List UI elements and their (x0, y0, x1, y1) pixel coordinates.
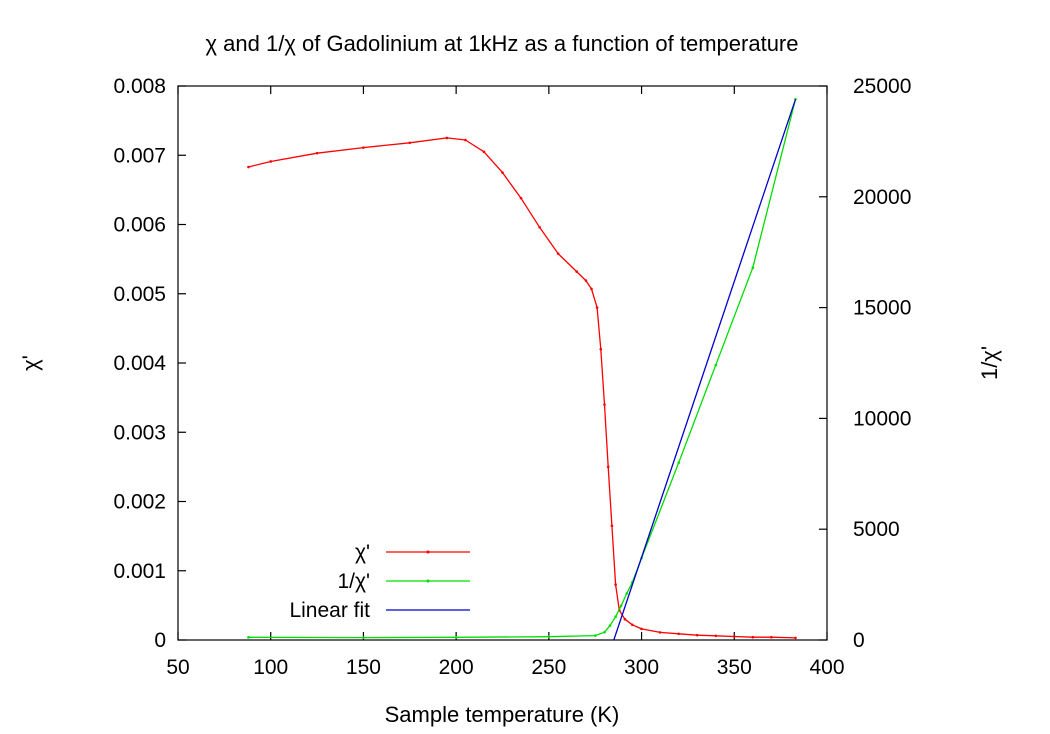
series-point (247, 636, 250, 639)
series-point (556, 252, 560, 255)
y-tick-label: 0.001 (113, 560, 166, 583)
y2-tick-label: 10000 (853, 407, 911, 430)
legend-marker (426, 579, 430, 583)
series-point (623, 617, 627, 621)
ticks-layer: 50 100 150 200 250 300 350 400 0 0.001 0.002 0.003 0… (113, 75, 911, 679)
series-point (619, 604, 623, 607)
series-point (538, 225, 541, 229)
y2-tick-label: 0 (853, 629, 865, 652)
series-point (584, 279, 588, 282)
legend-label: 1/χ' (337, 570, 370, 593)
y-tick-label: 0.007 (113, 144, 166, 167)
series-point (714, 363, 718, 367)
series-point (770, 635, 773, 639)
series-point (625, 592, 629, 595)
series-point (640, 627, 643, 631)
plot-frame (177, 85, 828, 641)
x-tick-label: 200 (439, 656, 474, 679)
series-line (613, 99, 797, 641)
x-tick-label: 150 (346, 656, 381, 679)
x-tick-label: 300 (624, 656, 659, 679)
x-tick-label: 100 (253, 656, 288, 679)
series-point (593, 634, 597, 637)
series-point (603, 403, 606, 406)
x-tick-label: 250 (531, 656, 566, 679)
y-axis-label: χ' (18, 355, 43, 371)
x-tick-label: 400 (809, 656, 844, 679)
series-point (610, 524, 614, 528)
series-point (599, 347, 603, 351)
series-line (248, 137, 796, 639)
series-point (695, 633, 699, 637)
chart-title: χ and 1/χ of Gadolinium at 1kHz as a fun… (206, 31, 799, 56)
series-point (482, 150, 486, 154)
y-tick-label: 0.002 (113, 491, 166, 514)
series-point (677, 461, 680, 465)
series-point (658, 631, 662, 634)
y-tick-label: 0 (154, 629, 166, 652)
series-point (751, 635, 755, 639)
series-point (362, 146, 365, 149)
series-point (362, 636, 365, 639)
x-tick-label: 350 (717, 656, 752, 679)
x-axis-label: Sample temperature (K) (385, 702, 620, 727)
series-point (614, 615, 617, 619)
series-point (315, 151, 319, 155)
y-tick-label: 0.008 (113, 75, 166, 98)
series-point (794, 636, 797, 640)
y-tick-label: 0.005 (113, 283, 166, 306)
series-point (614, 583, 617, 586)
series-point (408, 141, 412, 145)
series-point (547, 635, 551, 638)
series-point (631, 623, 634, 627)
y2-tick-label: 25000 (853, 75, 911, 98)
y2-tick-label: 15000 (853, 297, 911, 320)
series-point (501, 171, 504, 174)
series-point (445, 136, 449, 140)
series-layer (247, 97, 797, 641)
legend-marker (426, 550, 430, 554)
x-tick-label: 50 (166, 656, 189, 679)
series-point (732, 635, 736, 638)
y-tick-label: 0.006 (113, 214, 166, 237)
y2-tick-label: 20000 (853, 186, 911, 209)
legend-label: χ' (355, 541, 370, 564)
series-line (248, 99, 797, 639)
legend-label: Linear fit (289, 599, 370, 622)
series-point (595, 306, 599, 309)
series-point (454, 636, 458, 639)
y-tick-label: 0.004 (113, 352, 166, 375)
y2-axis-label: 1/χ' (977, 346, 1002, 380)
series-point (606, 465, 610, 469)
legend: χ' 1/χ' Linear fit (289, 541, 470, 622)
series-point (575, 270, 578, 273)
y2-tick-label: 5000 (853, 518, 900, 541)
series-point (590, 287, 593, 291)
series-point (677, 632, 680, 636)
series-point (751, 266, 755, 270)
series-point (608, 624, 612, 627)
series-point (269, 160, 273, 163)
series-point (603, 630, 606, 634)
series-point (519, 196, 523, 200)
y-tick-label: 0.003 (113, 421, 166, 444)
series-point (247, 165, 250, 169)
series-point (464, 138, 467, 142)
series-point (714, 634, 718, 638)
